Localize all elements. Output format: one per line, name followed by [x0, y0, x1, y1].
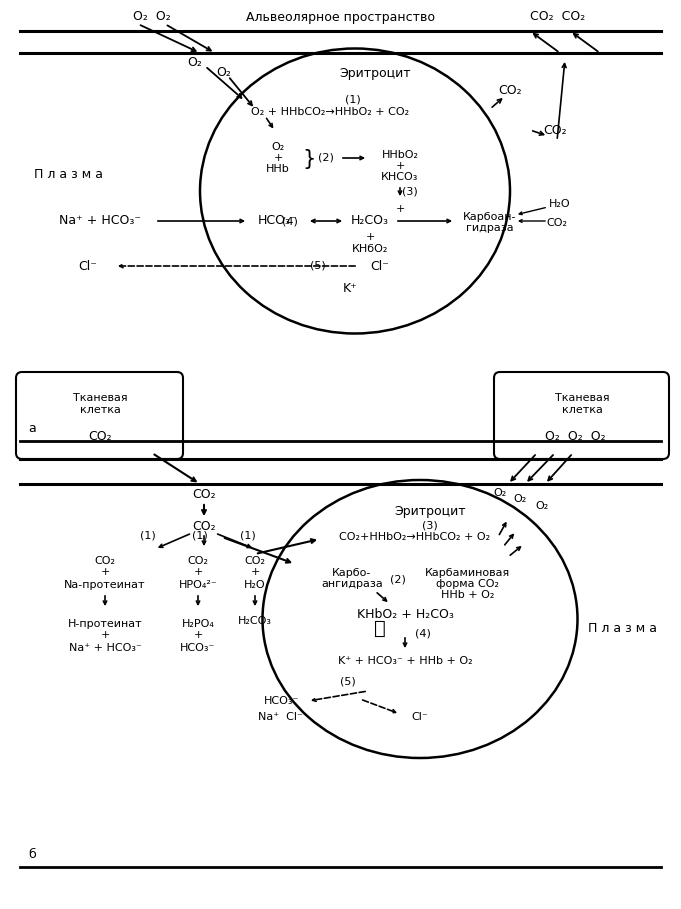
- Text: Карбо-: Карбо-: [332, 568, 372, 578]
- Text: HHbO₂: HHbO₂: [381, 150, 419, 160]
- Text: +: +: [365, 232, 375, 242]
- Text: Тканевая
клетка: Тканевая клетка: [555, 394, 609, 415]
- Text: Cl⁻: Cl⁻: [78, 259, 97, 273]
- Text: (2): (2): [390, 574, 406, 584]
- Text: гидраза: гидраза: [466, 223, 513, 233]
- Text: (5): (5): [310, 261, 326, 271]
- Text: K⁺: K⁺: [343, 283, 358, 295]
- Text: CO₂: CO₂: [498, 85, 522, 97]
- Text: CO₂: CO₂: [546, 218, 567, 228]
- Text: H₂CO₃: H₂CO₃: [238, 616, 272, 626]
- Text: П л а з м а: П л а з м а: [588, 623, 656, 635]
- Text: Na⁺  Cl⁻: Na⁺ Cl⁻: [257, 712, 302, 722]
- Text: H₂PO₄: H₂PO₄: [182, 619, 215, 629]
- Text: CO₂: CO₂: [244, 556, 266, 566]
- Text: КНбО₂: КНбО₂: [352, 244, 388, 254]
- Text: Карбоан-: Карбоан-: [463, 212, 517, 222]
- Text: +: +: [193, 630, 203, 640]
- Text: +: +: [273, 153, 283, 163]
- Text: +: +: [395, 204, 405, 214]
- Text: CO₂: CO₂: [187, 556, 208, 566]
- Text: Na⁺ + HCO₃⁻: Na⁺ + HCO₃⁻: [69, 643, 142, 653]
- Text: (3): (3): [402, 186, 417, 196]
- Text: ангидраза: ангидраза: [321, 579, 383, 589]
- Text: CO₂: CO₂: [192, 487, 216, 501]
- Text: HHb: HHb: [266, 164, 290, 174]
- Text: Эритроцит: Эритроцит: [394, 504, 466, 517]
- Text: +: +: [100, 630, 110, 640]
- Text: (1): (1): [192, 531, 208, 541]
- Text: б: б: [28, 847, 35, 861]
- Text: CO₂: CO₂: [543, 125, 567, 137]
- Text: Эритроцит: Эритроцит: [339, 66, 411, 79]
- Text: а: а: [28, 423, 35, 435]
- Text: CO₂: CO₂: [88, 431, 112, 444]
- Text: CO₂: CO₂: [192, 521, 216, 534]
- Text: CO₂+HHbO₂→HHbCO₂ + O₂: CO₂+HHbO₂→HHbCO₂ + O₂: [339, 532, 490, 542]
- Text: Н-протеинат: Н-протеинат: [67, 619, 142, 629]
- Text: +: +: [193, 567, 203, 577]
- Text: HCO₃⁻: HCO₃⁻: [264, 696, 300, 706]
- Text: O₂: O₂: [217, 66, 232, 79]
- Text: (4): (4): [415, 628, 431, 638]
- Text: (2): (2): [318, 152, 334, 162]
- Text: Карбаминовая: Карбаминовая: [426, 568, 511, 578]
- Text: H₂O: H₂O: [549, 199, 571, 209]
- Text: HHb + O₂: HHb + O₂: [441, 590, 494, 600]
- Text: O₂: O₂: [535, 501, 549, 511]
- Text: Na-протеинат: Na-протеинат: [64, 580, 146, 590]
- Text: HPO₄²⁻: HPO₄²⁻: [178, 580, 217, 590]
- Text: HCO₃⁻: HCO₃⁻: [180, 643, 216, 653]
- Text: ⏟: ⏟: [374, 618, 386, 637]
- Text: (4): (4): [282, 216, 298, 226]
- Text: Cl⁻: Cl⁻: [411, 712, 428, 722]
- Text: (1): (1): [345, 94, 361, 104]
- Text: (1): (1): [140, 531, 156, 541]
- Text: HCO₃⁻: HCO₃⁻: [258, 215, 298, 227]
- Text: Альвеолярное пространство: Альвеолярное пространство: [245, 11, 434, 24]
- Text: КНСО₃: КНСО₃: [381, 172, 419, 182]
- Text: CO₂: CO₂: [95, 556, 116, 566]
- Text: +: +: [100, 567, 110, 577]
- Text: форма CO₂: форма CO₂: [437, 579, 499, 589]
- Text: CO₂  CO₂: CO₂ CO₂: [530, 11, 586, 24]
- Text: }: }: [302, 149, 315, 169]
- Text: O₂: O₂: [493, 488, 507, 498]
- Text: O₂: O₂: [271, 142, 285, 152]
- Text: O₂: O₂: [187, 55, 202, 68]
- Text: O₂  O₂  O₂: O₂ O₂ O₂: [545, 431, 605, 444]
- Text: K⁺ + HCO₃⁻ + HHb + O₂: K⁺ + HCO₃⁻ + HHb + O₂: [338, 656, 473, 666]
- Text: +: +: [395, 161, 405, 171]
- Text: H₂O: H₂O: [244, 580, 266, 590]
- Text: Na⁺ + HCO₃⁻: Na⁺ + HCO₃⁻: [59, 215, 141, 227]
- Text: П л а з м а: П л а з м а: [33, 167, 103, 181]
- Text: (1): (1): [240, 531, 256, 541]
- Text: O₂: O₂: [513, 494, 526, 504]
- Text: Тканевая
клетка: Тканевая клетка: [73, 394, 127, 415]
- Text: +: +: [251, 567, 259, 577]
- Text: Cl⁻: Cl⁻: [370, 259, 390, 273]
- Text: H₂CO₃: H₂CO₃: [351, 215, 389, 227]
- Text: (3): (3): [422, 520, 438, 530]
- Text: O₂  O₂: O₂ O₂: [133, 11, 171, 24]
- Text: (5): (5): [340, 676, 356, 686]
- Text: O₂ + HHbCO₂→HHbO₂ + CO₂: O₂ + HHbCO₂→HHbO₂ + CO₂: [251, 107, 409, 117]
- Text: KHbO₂ + H₂CO₃: KHbO₂ + H₂CO₃: [357, 607, 454, 621]
